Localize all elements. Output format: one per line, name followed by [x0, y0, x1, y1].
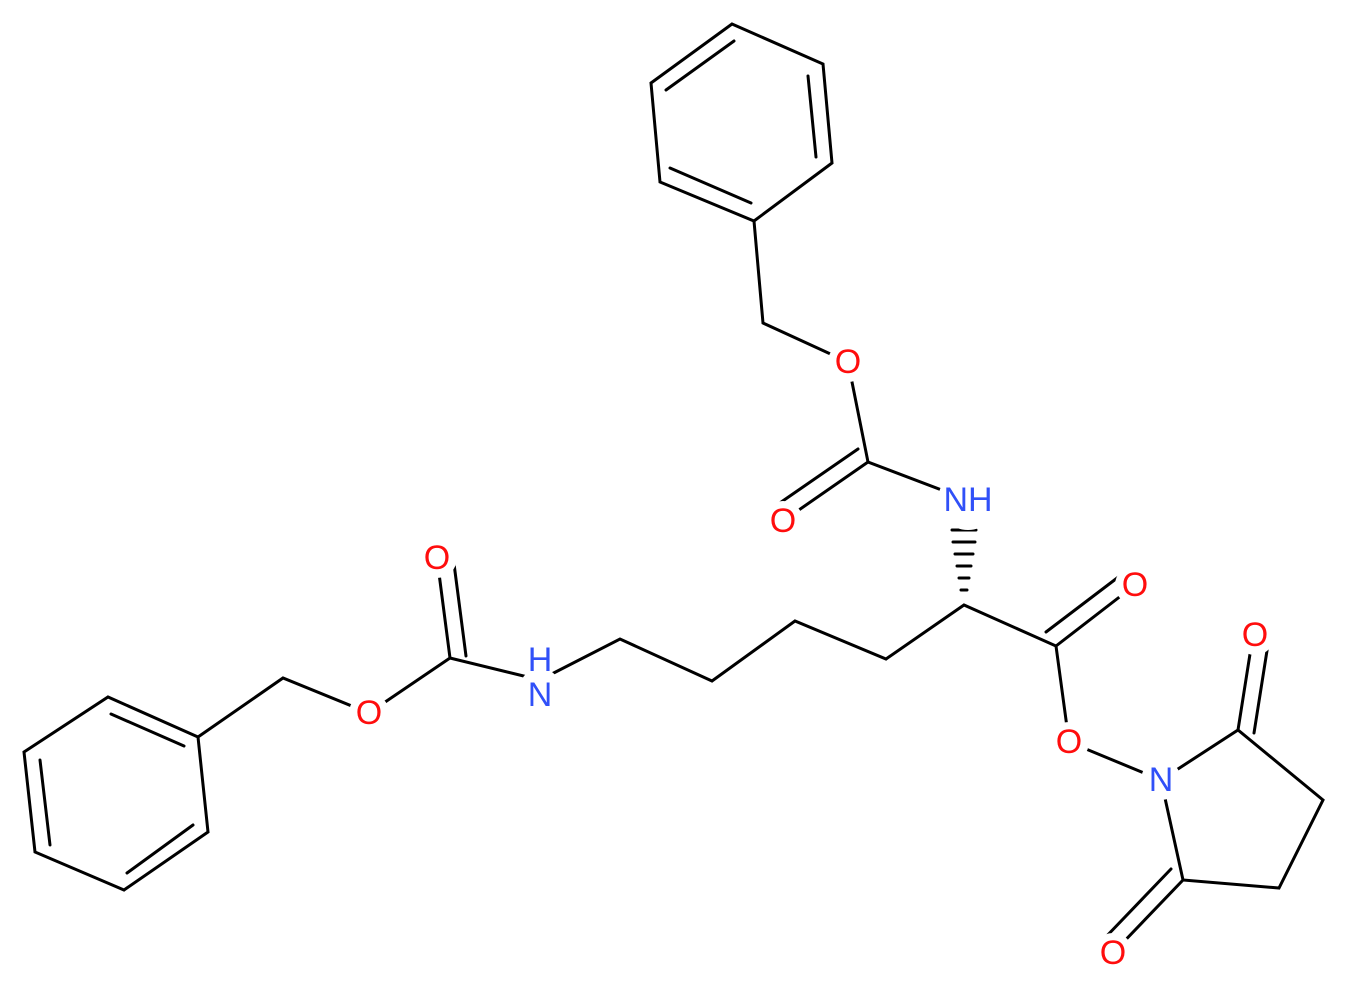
double-bond — [668, 166, 753, 205]
double-bond — [1099, 867, 1173, 944]
atom-labels: O NH O O O O N O O N H O — [349, 342, 1275, 973]
double-bond — [1044, 570, 1127, 634]
atom-label: O — [1122, 566, 1148, 604]
double-bond — [38, 758, 52, 847]
hashed-wedge — [950, 528, 978, 592]
benzene-ring — [22, 695, 210, 892]
atom-label: H — [528, 641, 553, 679]
double-bond — [125, 823, 195, 875]
atom-label: O — [356, 694, 382, 732]
double-bond — [109, 712, 186, 748]
atom-label: N — [1149, 761, 1174, 799]
bond — [538, 603, 1163, 782]
atom-label: O — [770, 502, 796, 540]
double-bond — [664, 39, 736, 92]
double-bond — [451, 554, 468, 658]
atom-label: O — [1242, 616, 1268, 654]
double-bond — [772, 447, 860, 509]
atom-label: O — [1100, 934, 1126, 972]
double-bond — [806, 74, 818, 159]
bonds — [22, 22, 1325, 955]
imide-ring — [1159, 728, 1325, 890]
atom-label: O — [424, 539, 450, 577]
atom-label: O — [835, 343, 861, 381]
benzene-ring — [649, 22, 834, 223]
atom-label: N — [528, 676, 553, 714]
atom-label: O — [1056, 723, 1082, 761]
double-bond — [1252, 636, 1271, 735]
atom-label: NH — [943, 481, 992, 519]
